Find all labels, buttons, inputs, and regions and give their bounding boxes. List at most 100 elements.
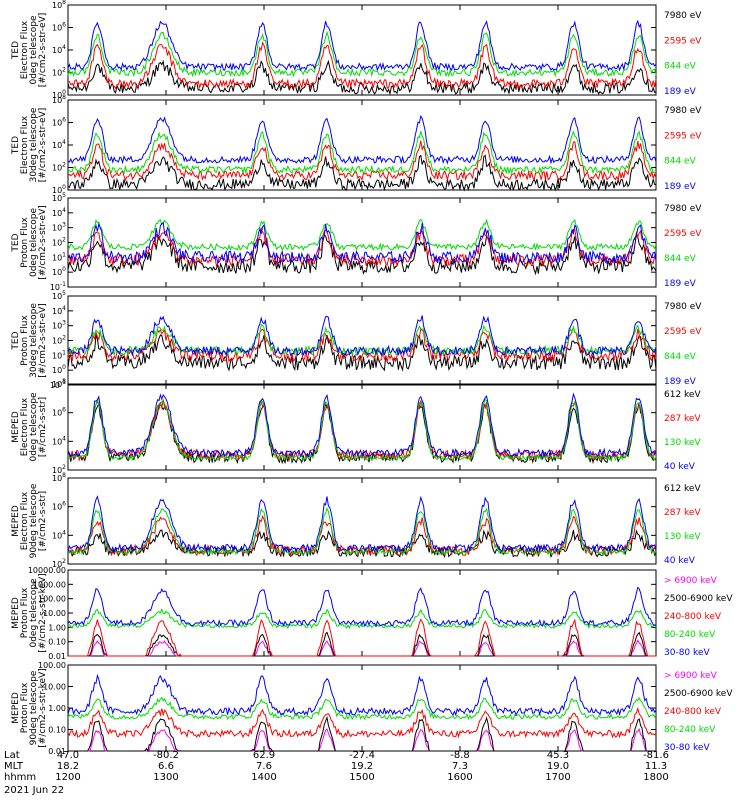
x-tick-label: 1500: [349, 772, 374, 783]
y-tick-label: 106: [52, 22, 66, 33]
x-tick-label: 7.3: [452, 761, 468, 772]
legend-entry: 844 eV: [664, 352, 697, 362]
y-tick-label: 0.01: [48, 652, 66, 661]
x-row-label: hhmm: [4, 772, 36, 783]
y-tick-label: 10000.00: [28, 566, 66, 575]
legend-entry: 2500-6900 keV: [664, 689, 733, 699]
series-line-287-kev: [67, 399, 657, 462]
legend-entry: 240-800 keV: [664, 707, 722, 717]
legend-entry: 287 keV: [664, 414, 701, 424]
y-tick-label: 10-1: [50, 379, 66, 390]
y-tick-label: 100: [52, 89, 66, 100]
y-tick-label: 108: [52, 378, 66, 389]
legend-entry: 189 eV: [664, 182, 697, 192]
series-line-189-ev: [67, 114, 657, 165]
series-line-189-ev: [67, 221, 657, 265]
x-row-label: Lat: [4, 750, 20, 761]
legend-entry: 189 eV: [664, 279, 697, 289]
legend-entry: 612 keV: [664, 484, 701, 494]
series-line-7980-ev: [67, 233, 657, 276]
y-tick-label: 10.00: [43, 609, 66, 618]
legend-entry: > 6900 keV: [664, 576, 718, 586]
legend-entry: 844 eV: [664, 254, 697, 264]
panel-4: 10-1 100 101 102 103 104 105 TEDProton Flux30de…: [11, 290, 702, 390]
panel-7: 0.01 0.10 1.00 10.00 100.00 1000.00 10000.00ME…: [11, 566, 733, 661]
y-tick-label: 105: [52, 290, 66, 301]
y-tick-label: 102: [52, 162, 66, 173]
legend-entry: 30-80 keV: [664, 743, 710, 753]
y-axis-label: MEPEDProton Flux0deg telescope[#/cm2-s-s…: [11, 573, 48, 652]
y-tick-label: 10-1: [50, 281, 66, 292]
legend-entry: 40 keV: [664, 556, 696, 566]
legend-entry: 2500-6900 keV: [664, 594, 733, 604]
legend-entry: 2595 eV: [664, 229, 702, 239]
x-tick-label: 1300: [153, 772, 178, 783]
x-tick-label: -81.6: [643, 750, 669, 761]
series-line-40-kev: [67, 495, 657, 554]
legend-entry: 2595 eV: [664, 131, 702, 141]
x-tick-label: -8.8: [450, 750, 470, 761]
legend-entry: 844 eV: [664, 62, 697, 72]
y-tick-label: 104: [52, 305, 66, 316]
legend-entry: 240-800 keV: [664, 612, 722, 622]
series-line-7980-ev: [67, 334, 657, 372]
y-tick-label: 104: [52, 435, 66, 446]
x-tick-label: 19.2: [351, 761, 373, 772]
x-tick-label: 6.6: [158, 761, 174, 772]
y-tick-label: 102: [52, 558, 66, 569]
panel-1: 100 102 104 106 108 TEDElectron Flux0deg tele…: [11, 0, 702, 100]
y-tick-label: 101: [52, 251, 66, 262]
x-tick-label: -27.4: [349, 750, 375, 761]
legend-entry: 189 eV: [664, 377, 697, 387]
series-line-189-ev: [67, 315, 657, 357]
y-tick-label: 108: [52, 472, 66, 483]
series-line-240-800-kev: [68, 618, 656, 657]
y-tick-label: 101: [52, 349, 66, 360]
x-tick-label: 62.9: [253, 750, 275, 761]
y-tick-label: 106: [52, 407, 66, 418]
series-line-612-kev: [67, 529, 657, 559]
y-tick-label: 104: [52, 207, 66, 218]
legend-entry: 189 eV: [664, 87, 697, 97]
y-axis-label: MEPEDElectron Flux90deg telescope[#/cm2-…: [11, 483, 48, 558]
y-tick-label: 102: [52, 237, 66, 248]
x-tick-label: 1200: [55, 772, 80, 783]
panel-3: 10-1 100 101 102 103 104 105 TEDProton Flux0deg…: [11, 192, 702, 292]
x-tick-label: 19.0: [547, 761, 569, 772]
y-axis-label: MEPEDElectron Flux0deg telescope[#/cm2-s…: [11, 392, 48, 462]
legend-entry: 130 keV: [664, 532, 701, 542]
y-tick-label: 104: [52, 529, 66, 540]
legend-entry: 80-240 keV: [664, 725, 716, 735]
y-tick-label: 100: [52, 364, 66, 375]
x-tick-label: 7.6: [256, 761, 272, 772]
panel-5: 102 104 106 108 MEPEDElectron Flux0deg teles…: [11, 378, 701, 475]
legend-entry: 40 keV: [664, 462, 696, 472]
series-line-844-ev: [67, 323, 657, 358]
date-label: 2021 Jun 22: [4, 785, 64, 796]
x-tick-label: 11.3: [645, 761, 667, 772]
panel-frame: [67, 99, 657, 191]
legend-entry: 2595 eV: [664, 36, 702, 46]
x-tick-label: 1400: [251, 772, 276, 783]
panel-6: 102 104 106 108 MEPEDElectron Flux90deg tele…: [11, 472, 701, 569]
y-tick-label: 104: [52, 44, 66, 55]
y-tick-label: 102: [52, 335, 66, 346]
legend-entry: 287 keV: [664, 508, 701, 518]
y-axis-label: TEDElectron Flux0deg telescope[#/cm2-s-s…: [11, 13, 48, 88]
y-tick-label: 108: [52, 94, 66, 105]
series-line-287-kev: [67, 515, 657, 558]
y-tick-label: 104: [52, 139, 66, 150]
legend-entry: 130 keV: [664, 438, 701, 448]
chart-panels: 100 102 104 106 108 TEDElectron Flux0deg tele…: [11, 0, 733, 756]
y-tick-label: 1.00: [48, 704, 66, 713]
y-tick-label: 100.00: [38, 595, 66, 604]
y-axis-label: TEDProton Flux0deg telescope[#/cm2-s-str…: [11, 205, 48, 280]
x-tick-label: 1700: [545, 772, 570, 783]
legend-entry: 7980 eV: [664, 302, 702, 312]
series-line-189-ev: [67, 19, 657, 73]
x-tick-label: 18.2: [57, 761, 79, 772]
y-tick-label: 102: [52, 464, 66, 475]
